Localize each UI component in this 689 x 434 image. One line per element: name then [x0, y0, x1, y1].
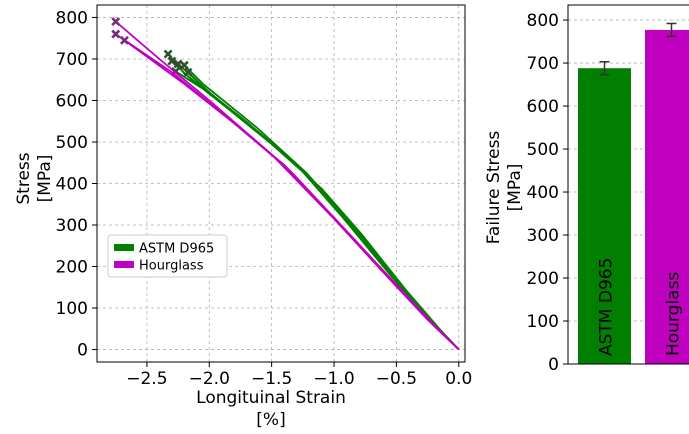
series-line: [187, 71, 460, 351]
bar: [645, 29, 689, 365]
y-tick-label: 100: [56, 299, 88, 319]
y-tick-label: 200: [527, 269, 559, 289]
y-tick-label: 0: [77, 341, 88, 361]
failure-marker: [111, 17, 121, 27]
y-axis-unit: [MPa]: [35, 155, 55, 203]
failure-marker: [111, 29, 121, 39]
x-tick-label: −2.5: [126, 369, 167, 389]
y-tick-label: 300: [527, 226, 559, 246]
failure-marker: [167, 56, 177, 66]
legend-box: [107, 234, 228, 278]
y-tick-label: 400: [527, 183, 559, 203]
x-tick-label: −0.5: [376, 369, 417, 389]
x-axis-label: Longituinal Strain: [196, 388, 346, 408]
bar-category-label: Hourglass: [664, 272, 684, 356]
bar-category-label: ASTM D965: [597, 258, 617, 356]
bar: [578, 68, 631, 364]
legend-label: Hourglass: [139, 259, 204, 274]
legend: ASTM D965 Hourglass: [107, 234, 228, 278]
y-axis-unit: [MPa]: [505, 164, 525, 212]
legend-swatch: [114, 244, 134, 251]
y-tick-label: 500: [56, 133, 88, 153]
x-tick-label: −1.0: [313, 369, 354, 389]
x-tick-label: 0.0: [445, 369, 472, 389]
y-axis-label: Stress: [14, 152, 34, 204]
failure-marker: [183, 67, 193, 77]
y-tick-label: 500: [527, 140, 559, 160]
y-tick-label: 600: [56, 91, 88, 111]
x-tick-label: −2.0: [189, 369, 230, 389]
stress-strain-chart: −2.5 −2.0 −1.5 −1.0 −0.5 0.0 0 100 200 300 400 500 6…: [14, 4, 472, 430]
failure-marker: [120, 35, 129, 45]
y-tick-label: 600: [527, 97, 559, 117]
y-tick-label: 100: [527, 312, 559, 332]
failure-marker: [179, 60, 189, 70]
y-tick-label: 800: [527, 11, 559, 31]
y-tick-label: 300: [56, 216, 88, 236]
x-axis-unit: [%]: [256, 410, 285, 430]
series-line: [115, 33, 460, 351]
failure-stress-bar-chart: ASTM D965 Hourglass 0 100 200 300 400 500 600 700…: [484, 4, 689, 375]
failure-marker: [163, 49, 173, 59]
legend-swatch: [114, 261, 134, 268]
y-tick-label: 400: [56, 175, 88, 195]
plot-frame: [567, 4, 689, 365]
series-line: [123, 39, 460, 351]
x-tick-label: −1.5: [251, 369, 292, 389]
y-axis-label: Failure Stress: [484, 131, 504, 245]
y-tick-label: 0: [548, 355, 559, 375]
y-tick-label: 700: [527, 54, 559, 74]
y-tick-label: 800: [56, 8, 88, 28]
y-tick-label: 700: [56, 50, 88, 70]
y-tick-label: 200: [56, 258, 88, 278]
failure-marker: [173, 59, 183, 69]
legend-label: ASTM D965: [139, 242, 214, 257]
